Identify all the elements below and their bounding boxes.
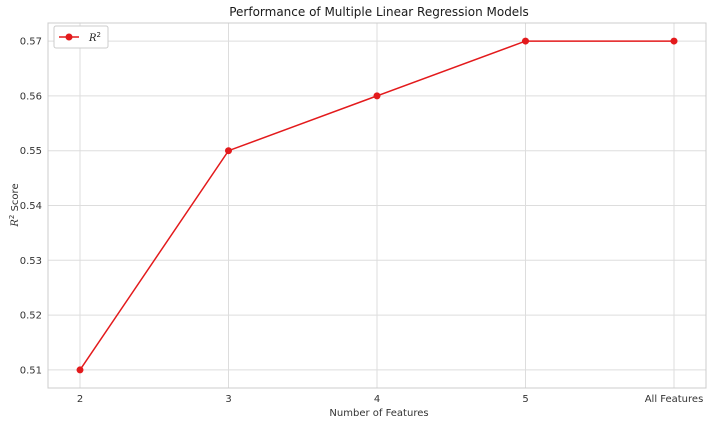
legend-box [53,25,109,49]
data-point [522,37,529,45]
legend: R2 [53,25,109,49]
y-axis-label-symbol: R [10,219,21,228]
legend-label-symbol: R [88,33,97,44]
x-axis-label: Number of Features [329,408,428,419]
chart-title: Performance of Multiple Linear Regressio… [229,5,529,19]
y-tick-label: 0.54 [20,201,42,212]
x-tick-label: All Features [645,394,704,405]
legend-label-superscript: 2 [97,31,101,39]
plot-area-frame [47,22,707,389]
y-tick-labels: 0.51 0.52 0.53 0.54 0.55 0.56 0.57 [20,37,42,377]
x-tick-label: 3 [225,394,231,405]
grid-lines [48,23,706,388]
x-tick-label: 5 [522,394,528,405]
data-point [373,92,381,100]
y-axis-label-superscript: 2 [8,215,16,219]
y-axis-label: R2 Score [8,183,21,227]
legend-label: R2 [88,31,101,44]
y-tick-label: 0.55 [20,146,42,157]
x-tick-label: 2 [77,394,83,405]
series-group [76,37,678,374]
y-tick-label: 0.56 [20,91,42,102]
y-axis-label-text: Score [10,183,21,214]
data-point [670,37,678,45]
data-point [76,366,84,374]
y-tick-label: 0.53 [20,256,42,267]
y-tick-label: 0.51 [20,365,42,376]
x-tick-labels: 2 3 4 5 All Features [77,394,703,405]
y-tick-label: 0.52 [20,311,42,322]
x-tick-label: 4 [374,394,380,405]
legend-marker [65,33,73,41]
data-point [225,147,232,155]
y-tick-label: 0.57 [20,37,42,48]
